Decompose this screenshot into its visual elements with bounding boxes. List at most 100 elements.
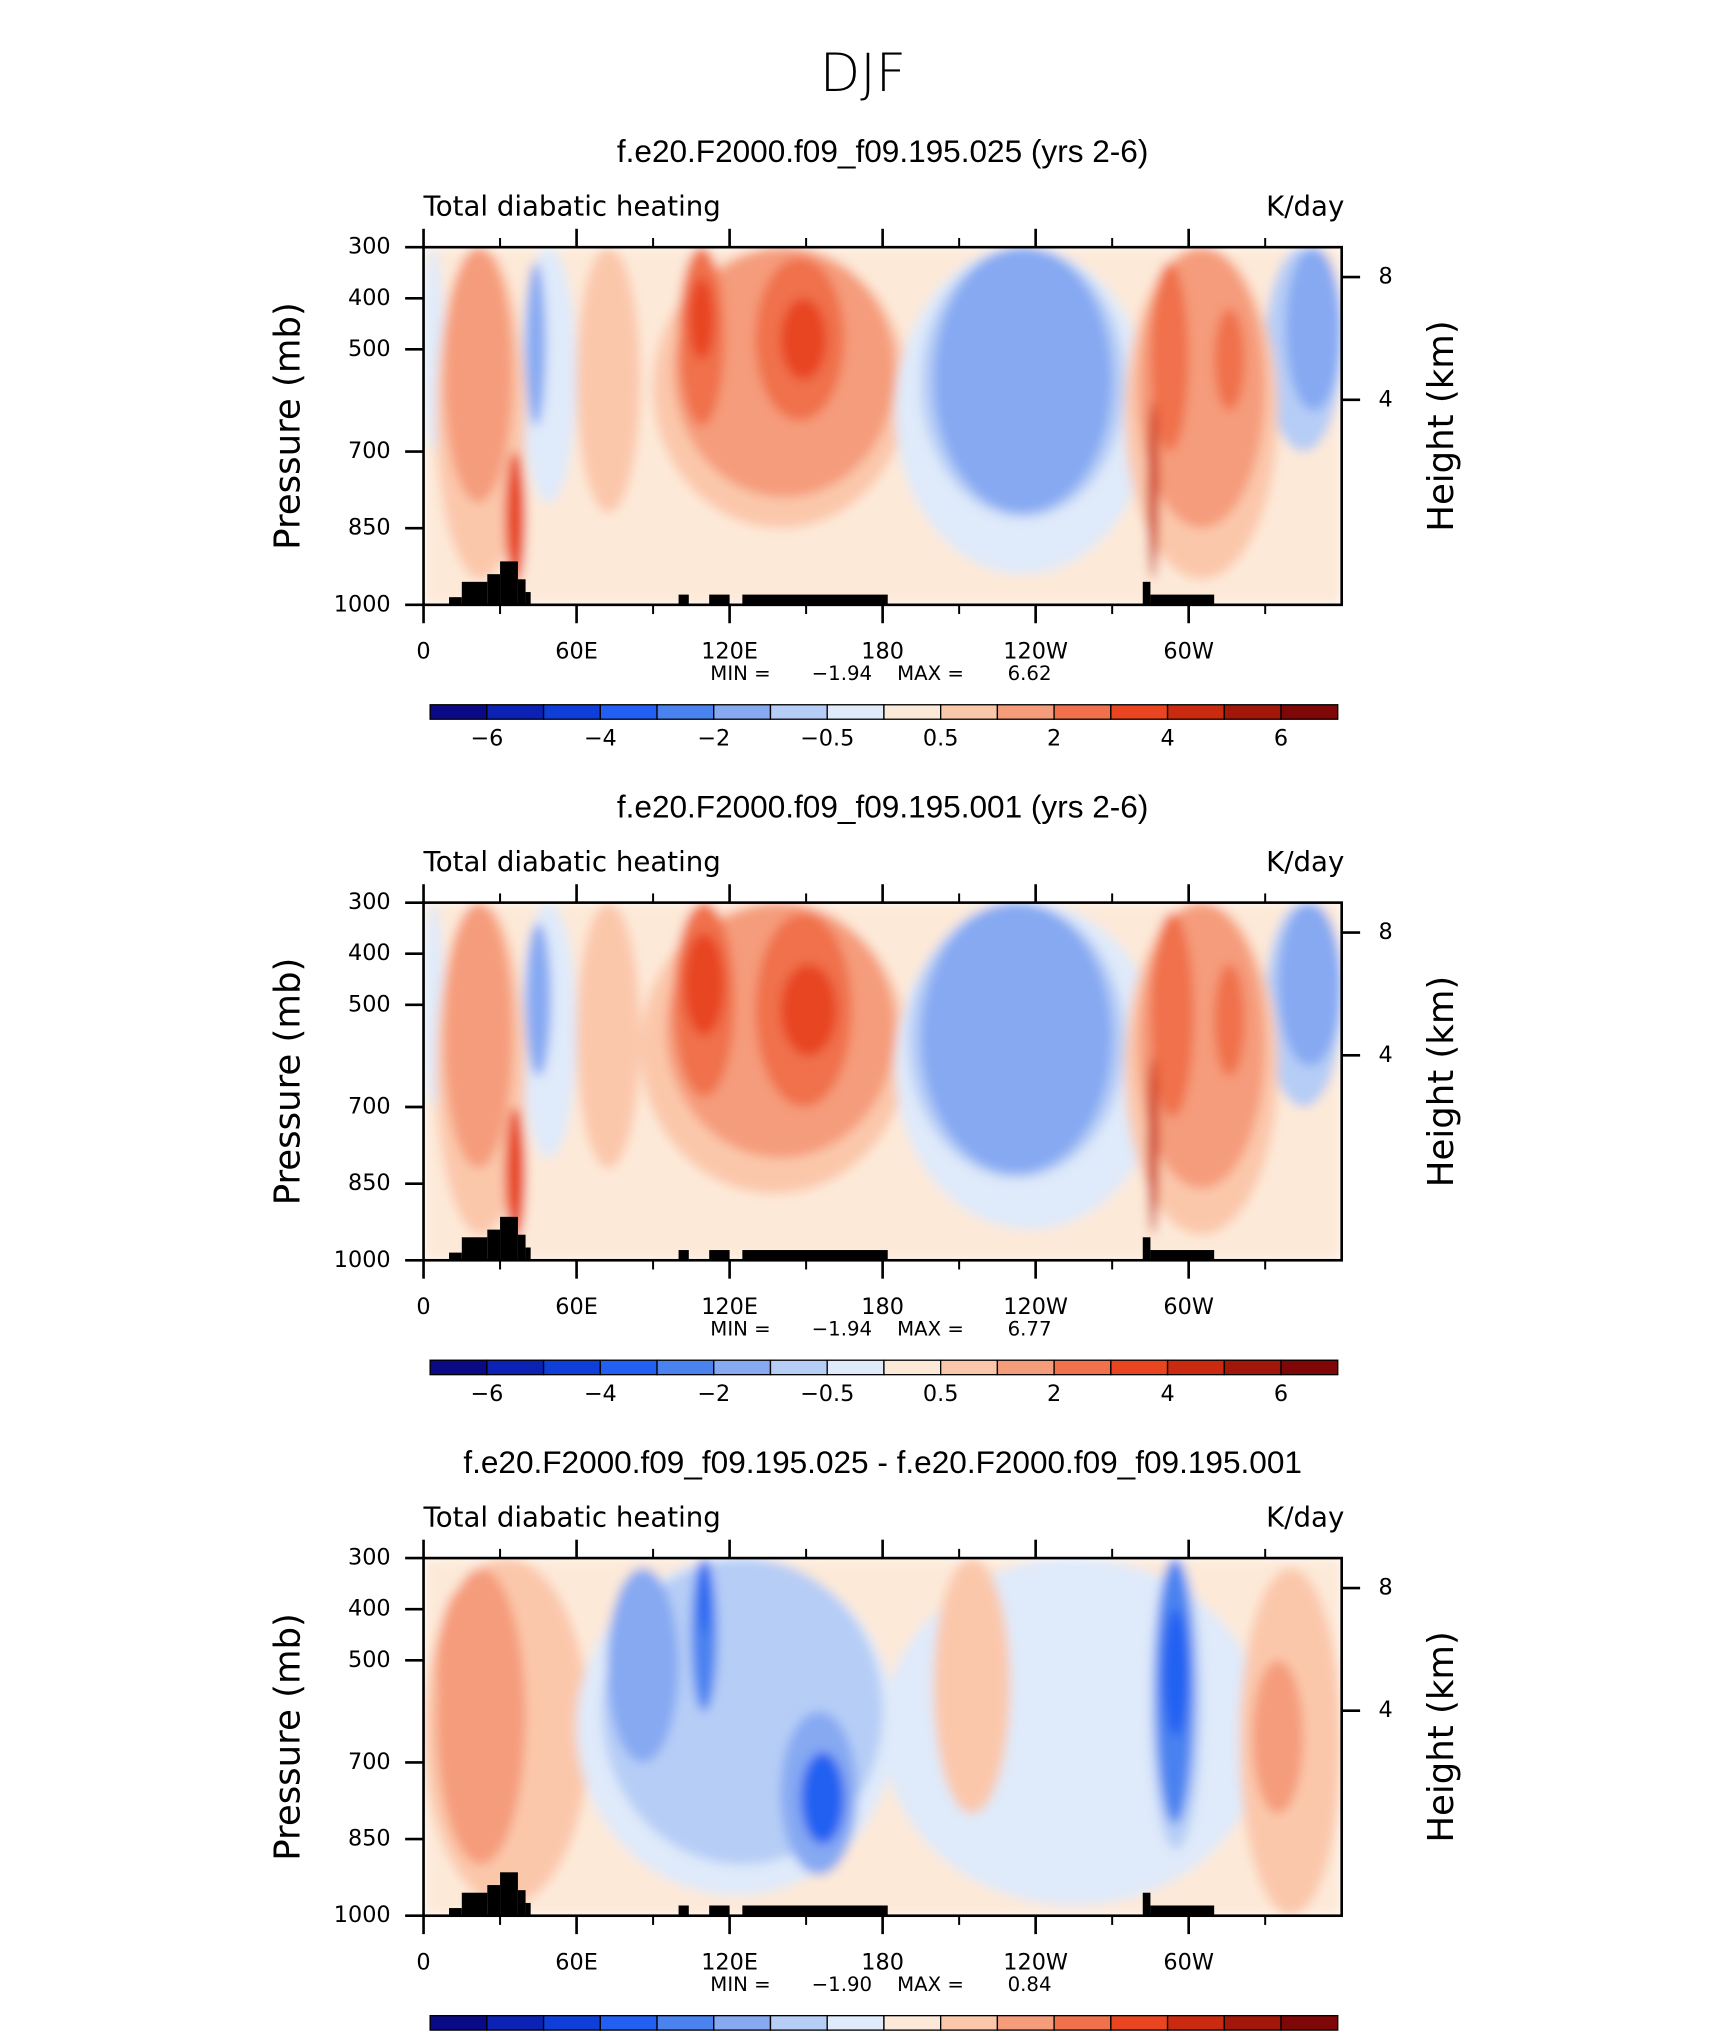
left-label: Total diabatic heating xyxy=(423,1501,721,1534)
contour-region xyxy=(443,902,513,1169)
topography xyxy=(742,1250,888,1261)
x-tick-label: 60E xyxy=(555,1294,598,1320)
colorbar-box xyxy=(883,1359,942,1376)
x-tick-label: 60E xyxy=(555,639,598,665)
x-tick-label: 120E xyxy=(701,639,758,665)
topography xyxy=(487,1229,501,1261)
topography xyxy=(525,1902,531,1916)
colorbar-box xyxy=(996,2014,1055,2031)
y-tick-label: 850 xyxy=(348,1826,391,1852)
y-tick-label: 700 xyxy=(348,1749,391,1775)
colorbar-box xyxy=(1053,704,1112,720)
topography xyxy=(449,1908,462,1916)
colorbar-box xyxy=(1223,1359,1282,1376)
contour-region xyxy=(505,451,526,585)
y-axis-label: Pressure (mb) xyxy=(267,958,308,1206)
contour-region xyxy=(1147,400,1159,580)
colorbar-box xyxy=(599,1359,658,1376)
contour-region xyxy=(1285,247,1342,411)
y2-tick-label: 8 xyxy=(1379,919,1393,945)
contour-region xyxy=(1147,1055,1159,1235)
min-value: −1.94 xyxy=(812,662,872,685)
contour-field xyxy=(423,247,1342,605)
colorbar-box xyxy=(1166,1359,1225,1376)
x-tick-label: 120E xyxy=(701,1950,758,1976)
topography xyxy=(487,1885,501,1916)
colorbar-label: 6 xyxy=(1274,725,1288,751)
y-tick-label: 400 xyxy=(348,285,391,311)
colorbar-box xyxy=(542,1359,601,1376)
colorbar-box xyxy=(769,704,828,720)
x-tick-label: 0 xyxy=(416,1950,430,1976)
colorbar-box xyxy=(429,704,488,720)
max-text: MAX = xyxy=(897,1317,964,1340)
topography xyxy=(1142,1892,1151,1916)
colorbar-box xyxy=(656,704,715,720)
panel: f.e20.F2000.f09_f09.195.025 (yrs 2-6) Tot… xyxy=(267,133,1462,751)
colorbar-box xyxy=(940,2014,999,2031)
colorbar-label: −2 xyxy=(697,1381,730,1407)
y-tick-label: 400 xyxy=(348,1596,391,1622)
panel: f.e20.F2000.f09_f09.195.001 (yrs 2-6) Tot… xyxy=(267,789,1462,1407)
colorbar-label: −0.5 xyxy=(800,1381,854,1407)
contour-region xyxy=(443,247,513,503)
colorbar-box xyxy=(826,1359,885,1376)
colorbar-label: 0.9 xyxy=(1093,2036,1129,2038)
min-text: MIN = xyxy=(710,1317,770,1340)
x-tick-label: 60E xyxy=(555,1950,598,1976)
y2-axis-label: Height (km) xyxy=(1421,320,1462,531)
y-tick-label: 700 xyxy=(348,438,391,464)
colorbar-box xyxy=(940,704,999,720)
figure-title: DJF xyxy=(820,43,906,104)
y-tick-label: 300 xyxy=(348,234,391,260)
topography xyxy=(709,1250,730,1261)
colorbar-label: 2 xyxy=(1047,725,1061,751)
right-label: K/day xyxy=(1266,190,1344,223)
y-tick-label: 850 xyxy=(348,1170,391,1196)
left-label: Total diabatic heating xyxy=(423,190,721,223)
min-text: MIN = xyxy=(710,662,770,685)
y-tick-label: 1000 xyxy=(334,1902,391,1928)
contour-region xyxy=(780,963,837,1056)
contour-blur xyxy=(423,1558,1342,1916)
contour-region xyxy=(1214,308,1245,411)
panel-title: f.e20.F2000.f09_f09.195.025 (yrs 2-6) xyxy=(617,133,1149,169)
colorbar-box xyxy=(826,2014,885,2031)
y2-tick-label: 4 xyxy=(1379,1697,1393,1723)
contour-region xyxy=(933,247,1113,513)
panel-title: f.e20.F2000.f09_f09.195.001 (yrs 2-6) xyxy=(617,789,1149,825)
y2-tick-label: 8 xyxy=(1379,264,1393,290)
contour-region xyxy=(1150,262,1189,452)
max-value: 0.84 xyxy=(1008,1973,1052,1996)
topography xyxy=(525,1247,531,1261)
x-tick-label: 120W xyxy=(1003,1294,1068,1320)
colorbar-label: −0.9 xyxy=(630,2036,684,2038)
colorbar-box xyxy=(1223,704,1282,720)
x-tick-label: 120W xyxy=(1003,1950,1068,1976)
topography xyxy=(500,1872,518,1916)
panel-title: f.e20.F2000.f09_f09.195.025 - f.e20.F200… xyxy=(463,1444,1302,1480)
topography xyxy=(1142,581,1151,605)
x-tick-label: 120E xyxy=(701,1294,758,1320)
contour-region xyxy=(780,298,827,381)
min-text: MIN = xyxy=(710,1973,770,1996)
contour-region xyxy=(1214,963,1245,1077)
max-text: MAX = xyxy=(897,1973,964,1996)
y-tick-label: 500 xyxy=(348,1647,391,1673)
contour-region xyxy=(698,1558,710,1635)
x-tick-label: 0 xyxy=(416,639,430,665)
colorbar-box xyxy=(940,1359,999,1376)
colorbar-box xyxy=(713,704,772,720)
colorbar-box xyxy=(1223,2014,1282,2031)
colorbar-label: −2 xyxy=(697,725,730,751)
topography xyxy=(709,594,730,605)
x-tick-label: 60W xyxy=(1163,1950,1214,1976)
y-tick-label: 400 xyxy=(348,940,391,966)
topography xyxy=(500,1216,518,1261)
colorbar-box xyxy=(1166,704,1225,720)
colorbar-box xyxy=(769,1359,828,1376)
y2-tick-label: 8 xyxy=(1379,1575,1393,1601)
topography xyxy=(1150,1905,1215,1916)
